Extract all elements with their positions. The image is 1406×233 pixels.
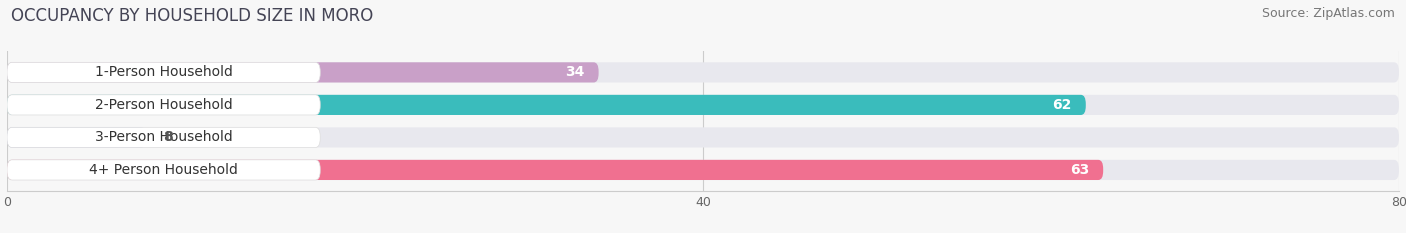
Text: OCCUPANCY BY HOUSEHOLD SIZE IN MORO: OCCUPANCY BY HOUSEHOLD SIZE IN MORO (11, 7, 374, 25)
FancyBboxPatch shape (7, 62, 599, 82)
FancyBboxPatch shape (7, 62, 1399, 82)
FancyBboxPatch shape (7, 62, 321, 82)
Text: 1-Person Household: 1-Person Household (94, 65, 232, 79)
Text: 2-Person Household: 2-Person Household (94, 98, 232, 112)
Text: Source: ZipAtlas.com: Source: ZipAtlas.com (1261, 7, 1395, 20)
Text: 3-Person Household: 3-Person Household (94, 130, 232, 144)
FancyBboxPatch shape (7, 95, 1085, 115)
FancyBboxPatch shape (7, 160, 1104, 180)
FancyBboxPatch shape (7, 127, 146, 147)
Text: 8: 8 (163, 130, 173, 144)
Text: 63: 63 (1070, 163, 1090, 177)
FancyBboxPatch shape (7, 127, 321, 147)
FancyBboxPatch shape (7, 160, 321, 180)
Text: 4+ Person Household: 4+ Person Household (89, 163, 238, 177)
Text: 34: 34 (565, 65, 585, 79)
FancyBboxPatch shape (7, 95, 321, 115)
FancyBboxPatch shape (7, 127, 1399, 147)
FancyBboxPatch shape (7, 160, 1399, 180)
Text: 62: 62 (1053, 98, 1071, 112)
FancyBboxPatch shape (7, 95, 1399, 115)
